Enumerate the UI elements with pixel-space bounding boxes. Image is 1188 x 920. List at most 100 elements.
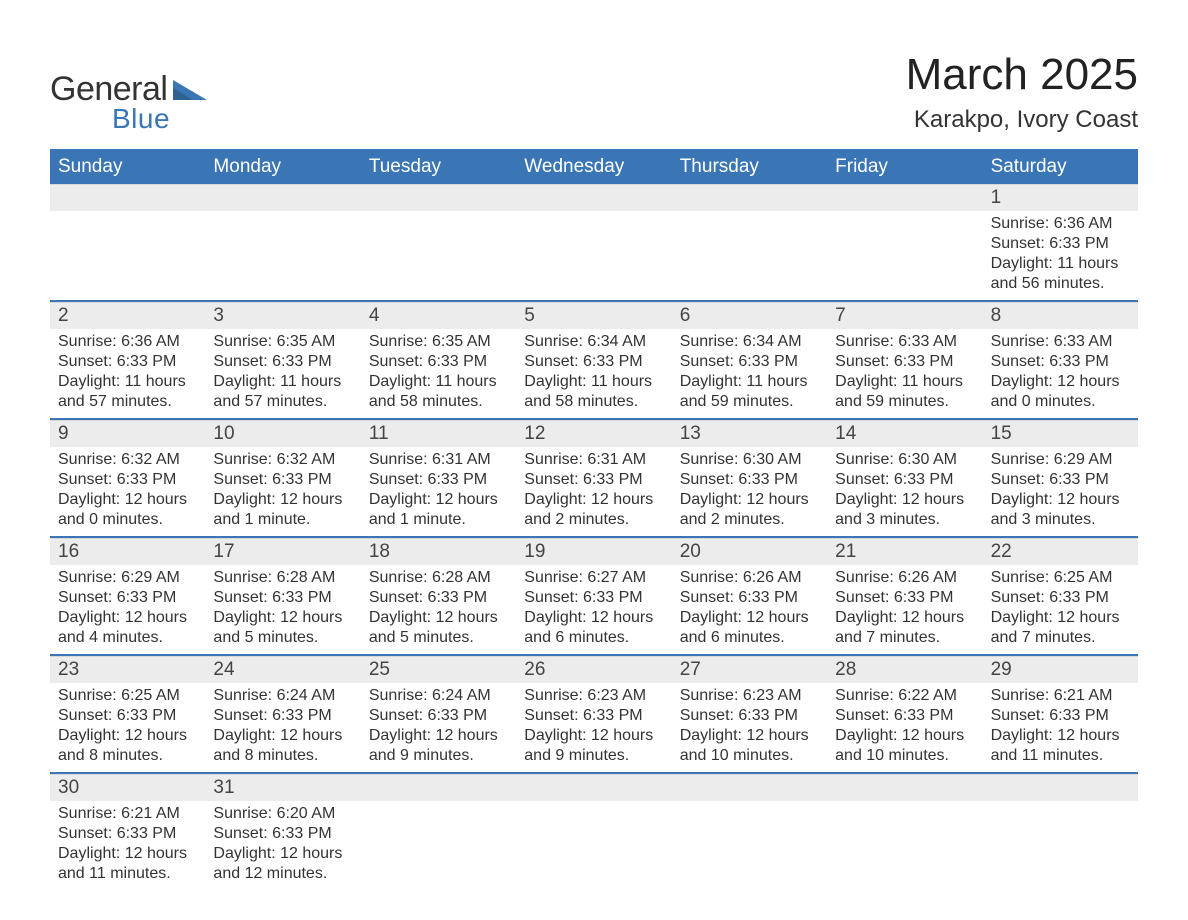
sunrise-text: Sunrise: 6:21 AM	[991, 686, 1130, 706]
daylight-text-2: and 3 minutes.	[835, 510, 974, 530]
day-number: 1	[983, 184, 1138, 211]
sunset-text	[835, 234, 974, 254]
weeks-host: 1Sunrise: 6:36 AMSunset: 6:33 PMDaylight…	[50, 184, 1138, 890]
daylight-text: Daylight: 11 hours	[524, 372, 663, 392]
day-content: Sunrise: 6:35 AMSunset: 6:33 PMDaylight:…	[361, 329, 516, 418]
sunset-text: Sunset: 6:33 PM	[524, 588, 663, 608]
daylight-text-2: and 3 minutes.	[991, 510, 1130, 530]
day-number: 21	[827, 538, 982, 565]
day-cell: 30Sunrise: 6:21 AMSunset: 6:33 PMDayligh…	[50, 774, 205, 890]
sunset-text	[991, 824, 1130, 844]
day-header-thursday: Thursday	[672, 150, 827, 184]
daylight-text	[369, 254, 508, 274]
sunrise-text: Sunrise: 6:30 AM	[680, 450, 819, 470]
sunrise-text	[835, 804, 974, 824]
day-number: 15	[983, 420, 1138, 447]
daylight-text: Daylight: 12 hours	[680, 726, 819, 746]
sunrise-text: Sunrise: 6:36 AM	[58, 332, 197, 352]
week-row: 2Sunrise: 6:36 AMSunset: 6:33 PMDaylight…	[50, 302, 1138, 420]
daylight-text-2: and 6 minutes.	[680, 628, 819, 648]
sunset-text	[835, 824, 974, 844]
day-number	[205, 184, 360, 211]
daylight-text: Daylight: 11 hours	[369, 372, 508, 392]
daylight-text: Daylight: 12 hours	[991, 608, 1130, 628]
daylight-text: Daylight: 12 hours	[835, 608, 974, 628]
day-cell: 7Sunrise: 6:33 AMSunset: 6:33 PMDaylight…	[827, 302, 982, 418]
daylight-text: Daylight: 12 hours	[369, 726, 508, 746]
sunrise-text: Sunrise: 6:23 AM	[524, 686, 663, 706]
daylight-text-2: and 56 minutes.	[991, 274, 1130, 294]
day-cell: 20Sunrise: 6:26 AMSunset: 6:33 PMDayligh…	[672, 538, 827, 654]
day-number: 22	[983, 538, 1138, 565]
sunrise-text: Sunrise: 6:26 AM	[680, 568, 819, 588]
day-number: 23	[50, 656, 205, 683]
day-content: Sunrise: 6:29 AMSunset: 6:33 PMDaylight:…	[50, 565, 205, 654]
day-content: Sunrise: 6:32 AMSunset: 6:33 PMDaylight:…	[205, 447, 360, 536]
day-header-saturday: Saturday	[983, 150, 1138, 184]
day-header-sunday: Sunday	[50, 150, 205, 184]
day-content	[983, 801, 1138, 890]
sunset-text: Sunset: 6:33 PM	[524, 470, 663, 490]
day-content: Sunrise: 6:34 AMSunset: 6:33 PMDaylight:…	[672, 329, 827, 418]
daylight-text-2: and 5 minutes.	[213, 628, 352, 648]
day-content: Sunrise: 6:36 AMSunset: 6:33 PMDaylight:…	[983, 211, 1138, 300]
day-number: 5	[516, 302, 671, 329]
daylight-text: Daylight: 12 hours	[213, 844, 352, 864]
sunset-text: Sunset: 6:33 PM	[680, 352, 819, 372]
sunset-text: Sunset: 6:33 PM	[991, 352, 1130, 372]
sunset-text: Sunset: 6:33 PM	[369, 706, 508, 726]
sunrise-text: Sunrise: 6:31 AM	[524, 450, 663, 470]
sunset-text	[680, 234, 819, 254]
day-content: Sunrise: 6:35 AMSunset: 6:33 PMDaylight:…	[205, 329, 360, 418]
sunrise-text	[213, 214, 352, 234]
day-content: Sunrise: 6:22 AMSunset: 6:33 PMDaylight:…	[827, 683, 982, 772]
sunrise-text: Sunrise: 6:20 AM	[213, 804, 352, 824]
daylight-text: Daylight: 12 hours	[369, 490, 508, 510]
day-cell: 27Sunrise: 6:23 AMSunset: 6:33 PMDayligh…	[672, 656, 827, 772]
sunset-text: Sunset: 6:33 PM	[680, 588, 819, 608]
day-content: Sunrise: 6:20 AMSunset: 6:33 PMDaylight:…	[205, 801, 360, 890]
sunset-text: Sunset: 6:33 PM	[680, 706, 819, 726]
day-number	[50, 184, 205, 211]
sunrise-text: Sunrise: 6:33 AM	[835, 332, 974, 352]
day-content: Sunrise: 6:30 AMSunset: 6:33 PMDaylight:…	[827, 447, 982, 536]
sunrise-text: Sunrise: 6:26 AM	[835, 568, 974, 588]
sunset-text: Sunset: 6:33 PM	[58, 352, 197, 372]
day-cell: 10Sunrise: 6:32 AMSunset: 6:33 PMDayligh…	[205, 420, 360, 536]
daylight-text-2: and 0 minutes.	[991, 392, 1130, 412]
daylight-text-2: and 5 minutes.	[369, 628, 508, 648]
daylight-text-2	[58, 274, 197, 294]
sunrise-text: Sunrise: 6:27 AM	[524, 568, 663, 588]
day-content: Sunrise: 6:31 AMSunset: 6:33 PMDaylight:…	[361, 447, 516, 536]
sunset-text: Sunset: 6:33 PM	[58, 470, 197, 490]
sunset-text	[369, 824, 508, 844]
sunset-text	[369, 234, 508, 254]
sunset-text: Sunset: 6:33 PM	[991, 588, 1130, 608]
day-cell	[672, 774, 827, 890]
daylight-text: Daylight: 11 hours	[213, 372, 352, 392]
sunrise-text: Sunrise: 6:30 AM	[835, 450, 974, 470]
day-cell: 24Sunrise: 6:24 AMSunset: 6:33 PMDayligh…	[205, 656, 360, 772]
daylight-text-2: and 57 minutes.	[213, 392, 352, 412]
daylight-text-2: and 58 minutes.	[524, 392, 663, 412]
day-number: 8	[983, 302, 1138, 329]
sunrise-text: Sunrise: 6:33 AM	[991, 332, 1130, 352]
day-cell: 15Sunrise: 6:29 AMSunset: 6:33 PMDayligh…	[983, 420, 1138, 536]
day-cell: 12Sunrise: 6:31 AMSunset: 6:33 PMDayligh…	[516, 420, 671, 536]
day-content	[827, 801, 982, 890]
day-cell: 5Sunrise: 6:34 AMSunset: 6:33 PMDaylight…	[516, 302, 671, 418]
day-number	[516, 184, 671, 211]
day-number	[672, 774, 827, 801]
daylight-text-2: and 7 minutes.	[991, 628, 1130, 648]
daylight-text-2	[524, 864, 663, 884]
sunrise-text: Sunrise: 6:36 AM	[991, 214, 1130, 234]
daylight-text	[58, 254, 197, 274]
daylight-text: Daylight: 12 hours	[58, 726, 197, 746]
logo-text-blue: Blue	[112, 103, 170, 135]
sunrise-text: Sunrise: 6:25 AM	[58, 686, 197, 706]
day-cell: 16Sunrise: 6:29 AMSunset: 6:33 PMDayligh…	[50, 538, 205, 654]
daylight-text: Daylight: 12 hours	[524, 726, 663, 746]
day-content	[672, 801, 827, 890]
daylight-text-2	[524, 274, 663, 294]
day-number: 31	[205, 774, 360, 801]
